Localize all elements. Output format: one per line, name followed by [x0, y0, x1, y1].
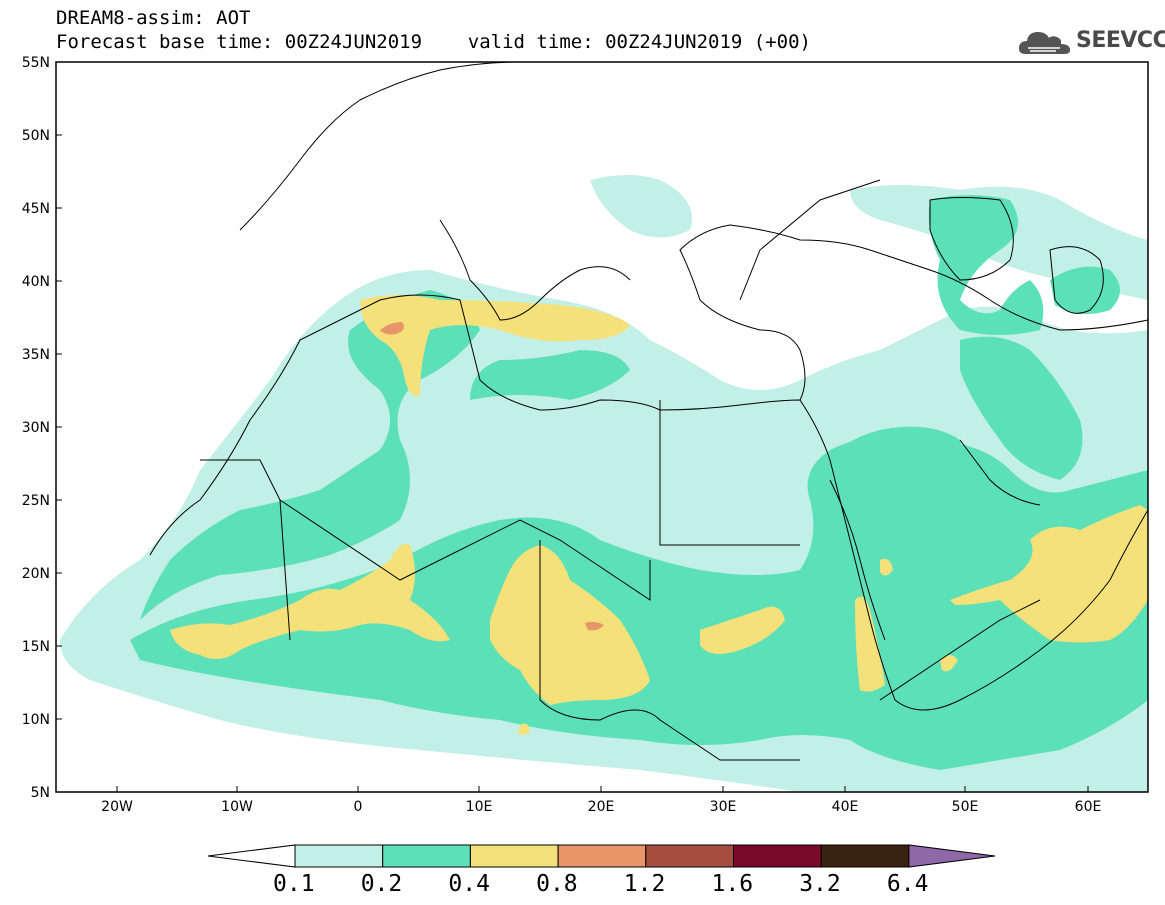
colorbar-swatch [645, 844, 734, 868]
lon-tick-label: 20E [588, 799, 615, 815]
colorbar-swatch [469, 844, 559, 868]
lat-tick-label: 50N [22, 128, 50, 144]
lat-tick-label: 35N [22, 347, 50, 363]
colorbar-over-triangle [908, 844, 996, 868]
colorbar-swatch [820, 844, 910, 868]
colorbar-label: 6.4 [886, 871, 929, 897]
chart-title: DREAM8-assim: AOT [56, 7, 251, 29]
aot-level-0-4 [170, 295, 1148, 735]
lon-tick-label: 60E [1075, 799, 1102, 815]
aot-level-0-8 [380, 322, 604, 631]
colorbar-label: 1.2 [623, 871, 666, 897]
colorbar-label: 0.2 [360, 871, 403, 897]
colorbar-label: 1.6 [711, 871, 754, 897]
colorbar-label: 3.2 [799, 871, 841, 897]
lat-tick-label: 30N [22, 420, 50, 436]
lon-tick-label: 40E [832, 799, 859, 815]
colorbar-under-triangle [207, 844, 296, 868]
lon-tick-label: 0 [354, 799, 363, 815]
colorbar-swatch [733, 844, 822, 868]
lat-tick-label: 20N [22, 566, 50, 582]
axis-ticks [56, 134, 1089, 792]
lat-tick-label: 25N [22, 493, 50, 509]
colorbar-swatch [382, 844, 471, 868]
lat-tick-label: 55N [22, 55, 50, 71]
logo-text: SEEVCCC [1076, 28, 1165, 53]
aot-level-0-2 [130, 195, 1148, 770]
lat-tick-label: 40N [22, 274, 50, 290]
lat-tick-label: 10N [22, 712, 50, 728]
colorbar-label: 0.8 [536, 871, 578, 897]
chart-subtitle: Forecast base time: 00Z24JUN2019 valid t… [56, 31, 811, 53]
lon-tick-label: 10E [466, 799, 493, 815]
colorbar-swatch [294, 844, 384, 868]
lat-tick-label: 5N [31, 785, 50, 801]
lat-tick-label: 15N [22, 639, 50, 655]
colorbar-label: 0.4 [448, 871, 490, 897]
seevccc-logo: SEEVCCC [1016, 26, 1165, 58]
lon-tick-label: 30E [710, 799, 737, 815]
colorbar [207, 844, 996, 868]
colorbar-label: 0.1 [273, 871, 315, 897]
cloud-logo-icon [1018, 32, 1071, 54]
colorbar-swatch [557, 844, 647, 868]
lon-tick-label: 20W [101, 799, 133, 815]
aot-field [56, 62, 1148, 792]
lon-tick-label: 50E [952, 799, 979, 815]
lat-tick-label: 45N [22, 201, 50, 217]
lon-tick-label: 10W [221, 799, 253, 815]
coastlines [149, 62, 1148, 761]
